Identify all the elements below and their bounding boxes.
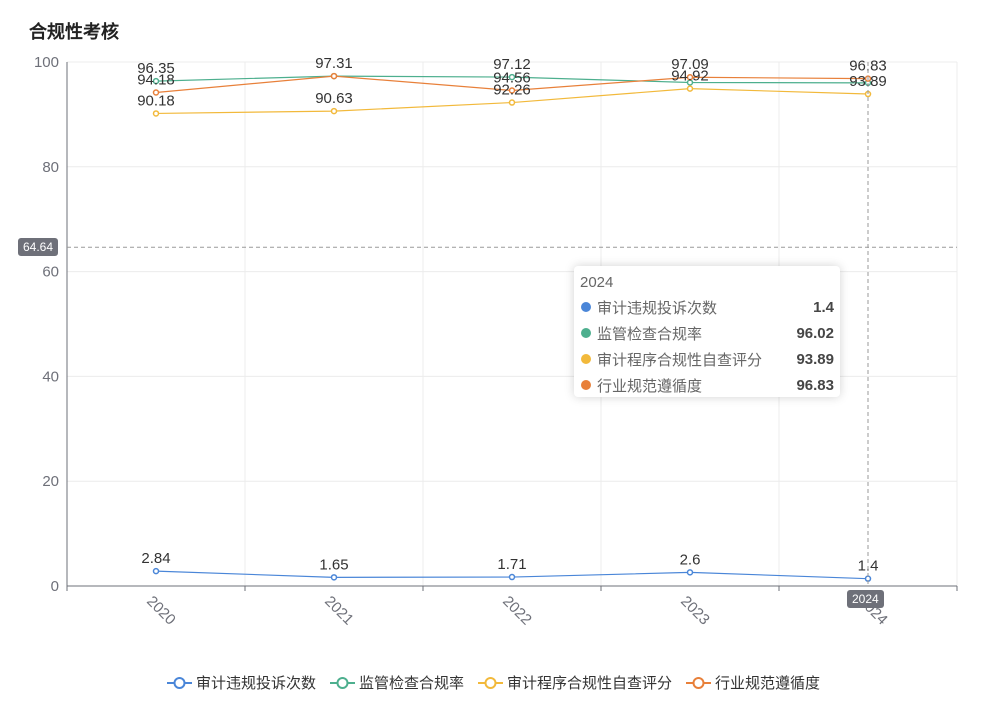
data-point [152, 89, 160, 96]
chart-tooltip: 2024 审计违规投诉次数 1.4 监管检查合规率 96.02 审计程序合规性自… [574, 266, 840, 397]
data-point [508, 99, 516, 106]
data-point [152, 110, 160, 117]
x-axis-pointer-label: 2024 [847, 590, 884, 608]
legend-label: 行业规范遵循度 [715, 675, 821, 692]
series-layer [152, 72, 872, 582]
tooltip-row: 审计程序合规性自查评分 93.89 [580, 346, 834, 372]
data-label: 1.65 [319, 556, 348, 573]
chart-title: 合规性考核 [29, 22, 119, 42]
x-tick-label: 2023 [677, 593, 713, 629]
data-point [686, 73, 694, 81]
x-tick-label: 2020 [143, 593, 179, 629]
data-label: 94.56 [493, 70, 531, 87]
data-label: 90.63 [315, 90, 353, 107]
data-point [330, 72, 338, 80]
data-label: 93.89 [849, 73, 887, 90]
legend-label: 监管检查合规率 [358, 675, 464, 692]
tooltip-series-value: 96.02 [796, 324, 834, 342]
legend-line-icon [329, 676, 355, 689]
data-point [686, 569, 694, 576]
legend-item[interactable]: 审计程序合规性自查评分 [478, 672, 672, 693]
data-point [152, 567, 160, 575]
crosshair-layer [67, 62, 957, 586]
data-point [330, 107, 338, 115]
tooltip-series-value: 96.83 [796, 376, 834, 394]
data-label: 2.6 [680, 551, 701, 568]
data-label: 97.31 [315, 55, 353, 72]
series-color-dot [581, 354, 591, 364]
legend-line-icon [166, 676, 192, 689]
legend-line-icon [686, 676, 712, 689]
x-tick-label: 2022 [499, 593, 535, 629]
data-label: 90.18 [137, 92, 175, 109]
y-tick-label: 40 [42, 368, 59, 385]
y-tick-label: 20 [42, 473, 59, 490]
tooltip-row: 审计违规投诉次数 1.4 [580, 294, 834, 320]
data-point [508, 87, 516, 94]
legend-line-icon [478, 676, 503, 689]
tooltip-row: 行业规范遵循度 96.83 [580, 372, 834, 398]
tooltip-series-name: 审计违规投诉次数 [597, 299, 718, 317]
data-label: 94.92 [671, 68, 709, 85]
data-label: 96.83 [849, 58, 887, 75]
data-label: 97.09 [671, 56, 709, 73]
legend-item[interactable]: 审计违规投诉次数 [166, 672, 316, 693]
y-tick-label: 0 [51, 578, 59, 595]
series-color-dot [581, 328, 591, 338]
data-point [508, 573, 516, 581]
data-label: 2.84 [141, 550, 170, 567]
y-tick-label: 80 [42, 159, 59, 176]
legend-item[interactable]: 行业规范遵循度 [686, 672, 820, 693]
x-tick-label: 2021 [321, 593, 357, 629]
tooltip-row: 监管检查合规率 96.02 [580, 320, 834, 346]
tooltip-series-name: 行业规范遵循度 [597, 377, 703, 395]
legend-item[interactable]: 监管检查合规率 [329, 672, 464, 693]
data-label: 1.71 [497, 556, 526, 573]
chart-legend: 审计违规投诉次数 监管检查合规率 审计程序合规性自查评分 行业规范遵循度 [0, 672, 987, 693]
tooltip-series-value: 1.4 [813, 298, 834, 316]
tooltip-series-name: 审计程序合规性自查评分 [597, 351, 763, 369]
data-label: 94.18 [137, 71, 175, 88]
data-point [508, 73, 516, 81]
data-label: 92.26 [493, 82, 531, 99]
legend-label: 审计程序合规性自查评分 [507, 675, 673, 692]
y-tick-label: 100 [34, 54, 59, 71]
tooltip-series-name: 监管检查合规率 [597, 325, 703, 343]
data-label: 96.35 [137, 60, 175, 77]
data-point [330, 574, 338, 581]
data-label-layer: 2.84 1.65 1.71 2.6 1.4 96.35 97.12 90.18 90.63 92… [137, 55, 887, 575]
tooltip-series-value: 93.89 [796, 350, 834, 368]
legend-label: 审计违规投诉次数 [195, 675, 316, 692]
data-point [686, 85, 694, 92]
tooltip-title: 2024 [580, 274, 614, 291]
data-point [152, 77, 160, 85]
y-tick-label: 60 [42, 264, 59, 281]
series-color-dot [581, 302, 591, 312]
data-label: 97.12 [493, 56, 531, 73]
y-axis-pointer-label: 64.64 [18, 238, 59, 256]
series-color-dot [581, 380, 591, 390]
